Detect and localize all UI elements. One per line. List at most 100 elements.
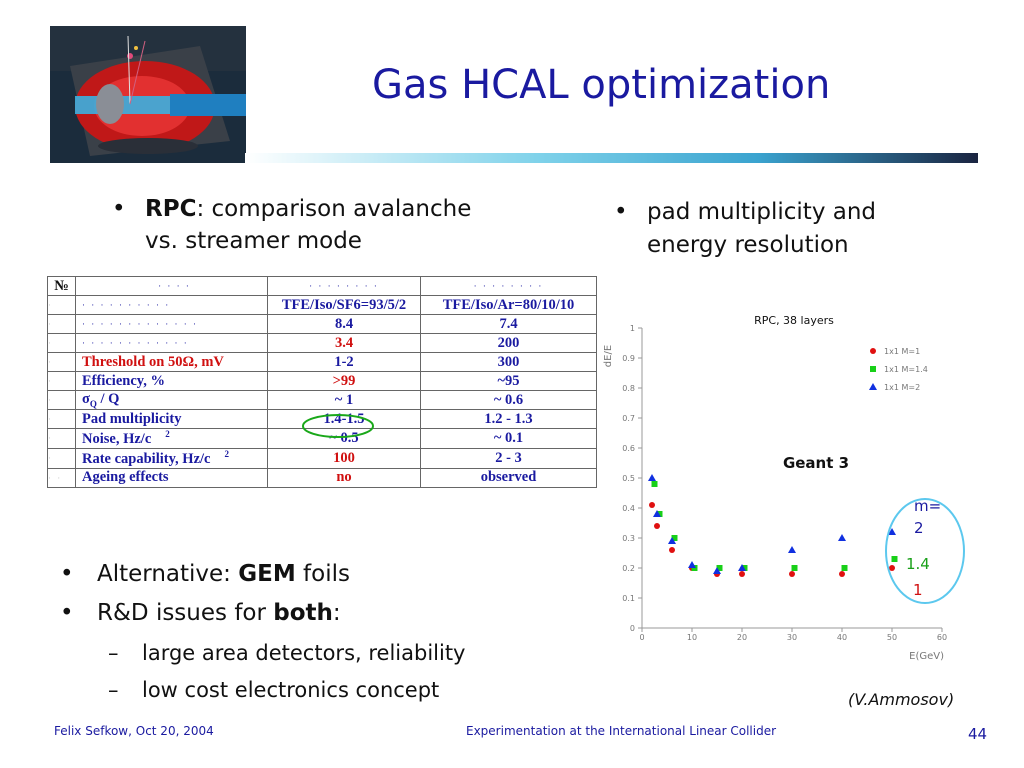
geant-label: Geant 3 (783, 454, 849, 472)
data-point (648, 474, 656, 481)
pad-bullet-line2: energy resolution (647, 232, 849, 258)
pad-bullet-line1: pad multiplicity and (647, 199, 877, 225)
table-cell: Ageing effects (75, 467, 268, 488)
bullet-dot: • (60, 600, 74, 626)
table-row: · · · · · · · · · · · · · 3.4 200 (47, 333, 597, 353)
footer-event: Experimentation at the International Lin… (466, 724, 777, 738)
table-cell: · · · · · · · · · · · · · (75, 314, 268, 334)
table-cell: 8.4 (267, 314, 421, 334)
table-cell: · (47, 390, 76, 410)
detector-logo-image (50, 26, 246, 163)
table-cell: 7.4 (420, 314, 597, 334)
sub-bullet-text: low cost electronics concept (142, 678, 440, 702)
data-point (716, 565, 723, 571)
table-cell: · (47, 333, 76, 353)
rpc-bold: RPC (145, 196, 197, 222)
x-tick-label: 60 (937, 633, 947, 642)
table-cell: · · (47, 467, 76, 488)
x-tick-label: 20 (737, 633, 747, 642)
table-row: · Efficiency, % >99 ~95 (47, 371, 597, 391)
unit-superscript: 2 (165, 429, 170, 439)
x-tick-label: 40 (837, 633, 847, 642)
data-point (889, 565, 895, 571)
slide-title: Gas HCAL optimization (372, 62, 831, 108)
table-cell: 3.4 (267, 333, 421, 353)
chart-axes: 0 10 20 30 40 50 60 0 0.1 0.2 0.3 0.4 0.5 0.6 0.7 0.8 0.… (622, 324, 947, 642)
data-point (870, 348, 876, 354)
data-point (669, 547, 675, 553)
table-cell: · (47, 314, 76, 334)
table-header-cell: · · · · · · · · (420, 276, 597, 296)
data-point (688, 561, 696, 568)
highlight-ellipse (302, 414, 374, 438)
data-point (788, 546, 796, 553)
data-point (891, 556, 898, 562)
table-cell: Efficiency, % (75, 371, 268, 391)
dash-marker: – (108, 641, 119, 665)
chart-title: RPC, 38 layers (754, 314, 834, 327)
table-header-cell: · · · · (75, 276, 268, 296)
dash-marker: – (108, 678, 119, 702)
rd-post: : (332, 600, 341, 626)
table-row: · Noise, Hz/c 2 ~ 0.5 ~ 0.1 (47, 428, 597, 449)
y-tick-label: 0.9 (622, 354, 635, 363)
rpc-bullet-line2: vs. streamer mode (145, 228, 362, 254)
y-tick-label: 0.7 (622, 414, 635, 423)
chart-marks (648, 474, 898, 577)
table-cell: ~ 1 (267, 390, 421, 410)
y-tick-label: 0.2 (622, 564, 635, 573)
data-point (870, 366, 876, 372)
gem-bold: GEM (238, 561, 296, 587)
m-value-14: 1.4 (906, 555, 930, 573)
data-point (789, 571, 795, 577)
bullet-dot: • (112, 196, 126, 222)
data-point (739, 571, 745, 577)
table-cell: 1.2 - 1.3 (420, 409, 597, 429)
table-cell: 100 (267, 447, 421, 469)
sigma-subscript: Q (89, 398, 97, 409)
table-cell: ~95 (420, 371, 597, 391)
y-tick-label: 0.4 (622, 504, 635, 513)
table-cell: · (47, 295, 76, 315)
rpc-bullet-text: : comparison avalanche (196, 196, 472, 222)
gem-pre: Alternative: (97, 561, 239, 587)
table-cell: 2 - 3 (420, 447, 597, 469)
table-row: · Pad multiplicity 1.4-1.5 1.2 - 1.3 (47, 409, 597, 429)
resolution-chart: RPC, 38 layers dE/E E(GeV) 0 10 20 30 40 50 60… (603, 314, 965, 662)
table-cell: ~ 0.1 (420, 428, 597, 449)
table-cell: · · · · · · · · · · (75, 295, 268, 315)
table-cell: no (267, 467, 421, 488)
table-header-cell: № (47, 276, 76, 296)
bullet-dot: • (60, 561, 74, 587)
table-cell: TFE/Iso/Ar=80/10/10 (420, 295, 597, 315)
table-body: · · · · · · · · · · · TFE/Iso/SF6=93/5/2 TF… (47, 295, 597, 488)
table-cell: · (47, 371, 76, 391)
x-tick-label: 30 (787, 633, 797, 642)
data-point (888, 528, 896, 535)
table-header-row: № · · · · · · · · · · · · · · · · · · · … (47, 276, 597, 296)
sigma-rest: / Q (96, 391, 120, 408)
y-tick-label: 0 (630, 624, 635, 633)
table-row: · · · · · · · · · · · · · · 8.4 7.4 (47, 314, 597, 334)
table-cell: 300 (420, 352, 597, 372)
data-point (738, 564, 746, 571)
x-axis-label: E(GeV) (909, 651, 944, 662)
data-point (654, 523, 660, 529)
table-cell: 1-2 (267, 352, 421, 372)
table-cell: σQ / Q (75, 390, 268, 410)
table-cell: 200 (420, 333, 597, 353)
table-cell: Threshold on 50Ω, mV (75, 352, 268, 372)
bullet-dot: • (614, 199, 628, 225)
table-cell: Pad multiplicity (75, 409, 268, 429)
legend-entry: 1x1 M=2 (884, 383, 920, 392)
chart-legend: 1x1 M=1 1x1 M=1.4 1x1 M=2 (869, 347, 928, 392)
title-underline (245, 153, 978, 163)
rpc-comparison-table: № · · · · · · · · · · · · · · · · · · · … (47, 276, 597, 488)
x-tick-label: 0 (639, 633, 644, 642)
data-point (671, 535, 678, 541)
table-cell: · (47, 428, 76, 449)
footer-author: Felix Sefkow, Oct 20, 2004 (54, 724, 214, 738)
y-tick-label: 0.6 (622, 444, 635, 453)
multiplicity-oval (885, 498, 965, 604)
data-point (791, 565, 798, 571)
